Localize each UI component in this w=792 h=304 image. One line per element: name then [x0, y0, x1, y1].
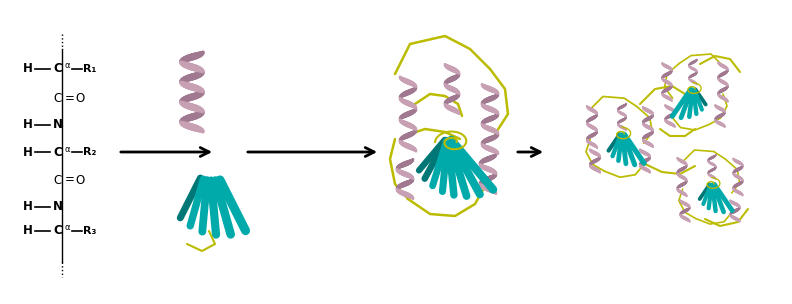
- Text: R₃: R₃: [83, 226, 97, 236]
- Text: H: H: [23, 119, 33, 132]
- Text: N: N: [53, 119, 63, 132]
- Text: C: C: [54, 224, 63, 237]
- Text: H: H: [23, 63, 33, 75]
- Text: α: α: [65, 61, 70, 71]
- Text: O: O: [75, 92, 85, 105]
- Text: O: O: [75, 174, 85, 186]
- Text: C: C: [54, 63, 63, 75]
- Text: C: C: [54, 92, 62, 105]
- Text: N: N: [53, 201, 63, 213]
- Text: R₁: R₁: [83, 64, 97, 74]
- Text: =: =: [65, 174, 75, 186]
- Text: H: H: [23, 146, 33, 158]
- Text: C: C: [54, 146, 63, 158]
- Text: H: H: [23, 224, 33, 237]
- Text: H: H: [23, 201, 33, 213]
- Text: α: α: [65, 223, 70, 233]
- Text: C: C: [54, 174, 62, 186]
- Text: R₂: R₂: [83, 147, 97, 157]
- Text: =: =: [65, 92, 75, 105]
- Text: α: α: [65, 144, 70, 154]
